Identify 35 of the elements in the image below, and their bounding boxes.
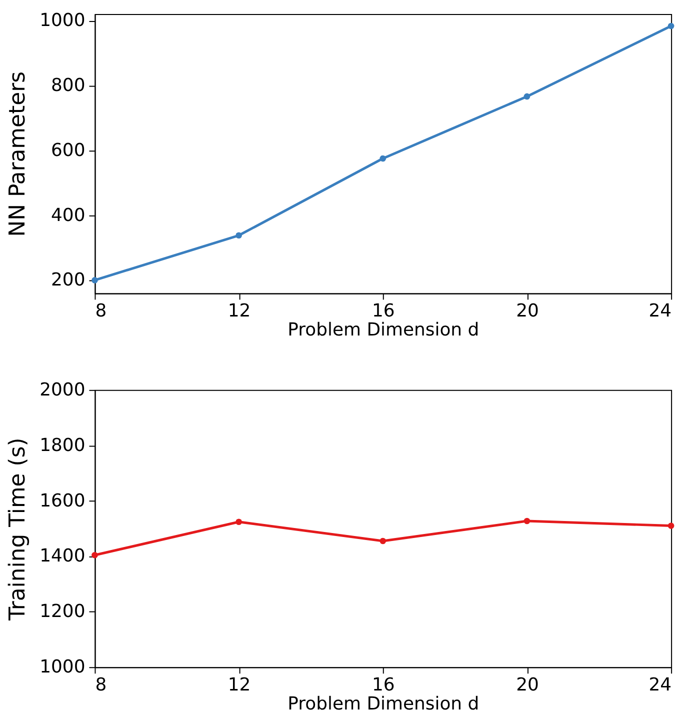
point	[524, 93, 530, 100]
point	[380, 538, 386, 544]
x-tick-label: 8	[95, 674, 107, 696]
x-axis-title: Problem Dimension d	[288, 320, 480, 341]
x-tick-label: 24	[648, 674, 672, 696]
x-tick-label: 20	[516, 674, 539, 696]
x-tick-label: 12	[228, 674, 251, 696]
x-tick-label: 16	[372, 674, 395, 696]
point	[524, 518, 530, 524]
y-tick-label: 200	[51, 270, 86, 291]
x-tick-label: 16	[372, 300, 395, 322]
y-tick-label: 1000	[40, 10, 86, 31]
point	[380, 155, 386, 162]
point	[236, 232, 242, 239]
y-tick-label: 1200	[40, 601, 86, 622]
y-tick-label: 1400	[40, 546, 86, 567]
y-tick-label: 2000	[40, 379, 86, 400]
y-tick-label: 1800	[40, 434, 86, 456]
y-tick-label: 600	[51, 140, 86, 161]
y-tick-label: 1600	[40, 490, 86, 512]
x-tick-label: 12	[228, 300, 251, 322]
y-axis-title: NN Parameters	[6, 71, 31, 237]
point	[668, 522, 674, 529]
point	[668, 22, 674, 30]
y-tick-label: 1000	[40, 656, 86, 678]
x-tick-label: 20	[516, 300, 539, 322]
x-tick-label: 24	[648, 300, 672, 322]
point	[92, 552, 98, 558]
point	[236, 518, 242, 526]
x-tick-label: 8	[95, 300, 107, 322]
point	[92, 277, 98, 284]
x-axis-title: Problem Dimension d	[288, 693, 480, 714]
y-tick-label: 800	[51, 74, 86, 96]
y-tick-label: 400	[51, 204, 86, 226]
y-axis-title: Training Time (s)	[6, 438, 31, 622]
